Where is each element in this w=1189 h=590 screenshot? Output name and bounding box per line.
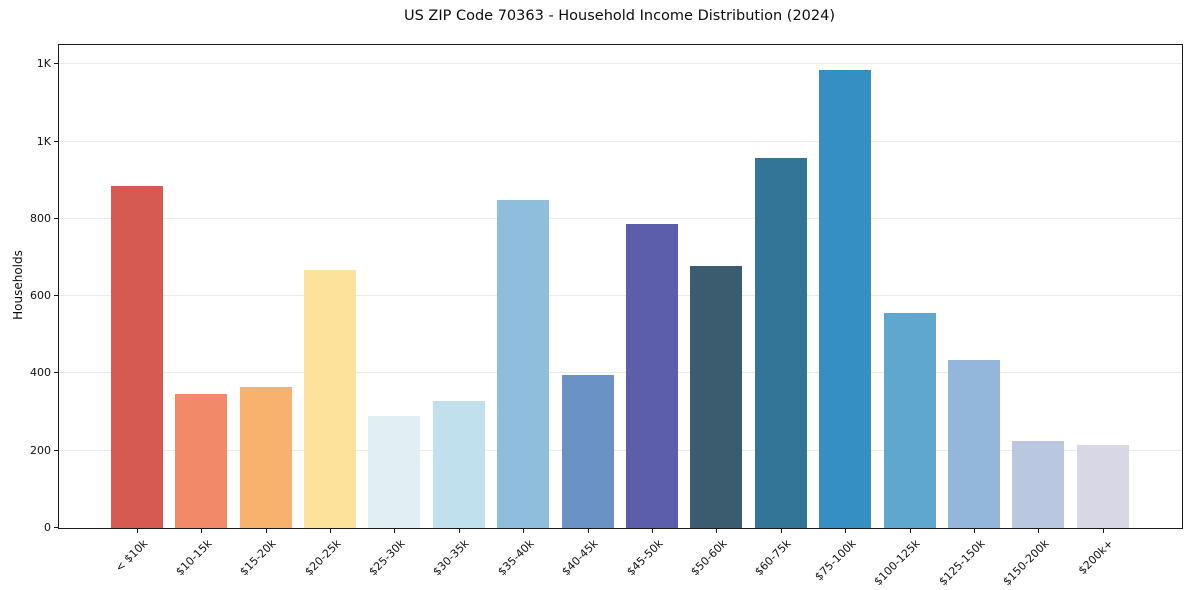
bar bbox=[1076, 445, 1129, 528]
x-tick-label: $200k+ bbox=[1075, 537, 1116, 578]
x-tick-label: < $10k bbox=[112, 537, 150, 575]
x-tick-mark bbox=[845, 529, 847, 533]
bar bbox=[175, 393, 228, 528]
y-tick-label: 200 bbox=[30, 443, 51, 457]
x-tick-mark bbox=[329, 529, 331, 533]
x-tick-mark bbox=[973, 529, 975, 533]
y-tick-label: 1K bbox=[36, 134, 51, 148]
bar bbox=[1012, 441, 1065, 528]
bar bbox=[690, 266, 743, 528]
x-tick-label: $25-30k bbox=[366, 537, 408, 579]
y-tick-mark bbox=[54, 449, 58, 451]
y-tick-label: 600 bbox=[30, 289, 51, 303]
x-tick-mark bbox=[136, 529, 138, 533]
gridline bbox=[59, 372, 1182, 374]
gridline bbox=[59, 140, 1182, 142]
x-tick-label: $45-50k bbox=[623, 537, 666, 579]
gridline bbox=[59, 63, 1182, 65]
x-tick-mark bbox=[587, 529, 589, 533]
gridline bbox=[59, 295, 1182, 297]
x-tick-label: $50-60k bbox=[688, 537, 730, 579]
x-tick-mark bbox=[523, 529, 525, 533]
y-tick-mark bbox=[54, 295, 58, 297]
x-tick-label: $30-35k bbox=[430, 537, 472, 579]
x-tick-label: $100-125k bbox=[871, 537, 923, 589]
gridline bbox=[59, 217, 1182, 219]
y-tick-label: 0 bbox=[44, 521, 51, 534]
x-tick-mark bbox=[201, 529, 203, 533]
bar bbox=[947, 360, 1000, 528]
x-tick-mark bbox=[780, 529, 782, 533]
x-tick-mark bbox=[1038, 529, 1040, 533]
y-tick-label: 400 bbox=[30, 366, 51, 380]
x-tick-mark bbox=[651, 529, 653, 533]
x-tick-label: $150-200k bbox=[1000, 537, 1052, 589]
bar bbox=[561, 375, 614, 528]
plot-area: 0 200 400 600 800 1K 1K < $10k $10-15k $15-20k $20… bbox=[30, 44, 1183, 588]
y-tick-mark bbox=[54, 217, 58, 219]
bar bbox=[368, 416, 421, 528]
x-tick-label: $60-75k bbox=[752, 537, 794, 579]
x-tick-mark bbox=[458, 529, 460, 533]
bar bbox=[110, 186, 163, 528]
chart-title: US ZIP Code 70363 - Household Income Dis… bbox=[403, 8, 836, 24]
x-tick-mark bbox=[1102, 529, 1104, 533]
y-tick-label: 1K bbox=[36, 57, 51, 71]
y-tick-mark bbox=[54, 527, 58, 528]
y-tick-label: 800 bbox=[30, 211, 51, 225]
x-tick-label: $125-150k bbox=[935, 537, 988, 589]
bar bbox=[497, 200, 550, 528]
x-tick-mark bbox=[716, 529, 718, 533]
x-tick-label: $10-15k bbox=[173, 537, 215, 579]
y-tick-mark bbox=[54, 372, 58, 374]
y-tick-mark bbox=[54, 63, 58, 65]
bar bbox=[883, 312, 936, 528]
x-tick-label: $15-20k bbox=[237, 537, 279, 579]
gridline bbox=[59, 449, 1182, 451]
bar bbox=[754, 158, 807, 528]
y-tick-mark bbox=[54, 140, 58, 142]
bar bbox=[625, 223, 678, 528]
x-tick-mark bbox=[394, 529, 396, 533]
x-tick-mark bbox=[909, 529, 911, 533]
x-tick-label: $40-45k bbox=[559, 537, 601, 579]
bar bbox=[303, 269, 356, 528]
x-tick-label: $20-25k bbox=[301, 537, 344, 579]
y-axis-label: Households bbox=[11, 250, 25, 320]
x-tick-label: $35-40k bbox=[495, 537, 537, 579]
bar bbox=[819, 69, 872, 528]
bar bbox=[239, 387, 292, 528]
x-tick-label: $75-100k bbox=[812, 537, 859, 584]
bar bbox=[432, 400, 485, 528]
x-tick-mark bbox=[265, 529, 267, 533]
